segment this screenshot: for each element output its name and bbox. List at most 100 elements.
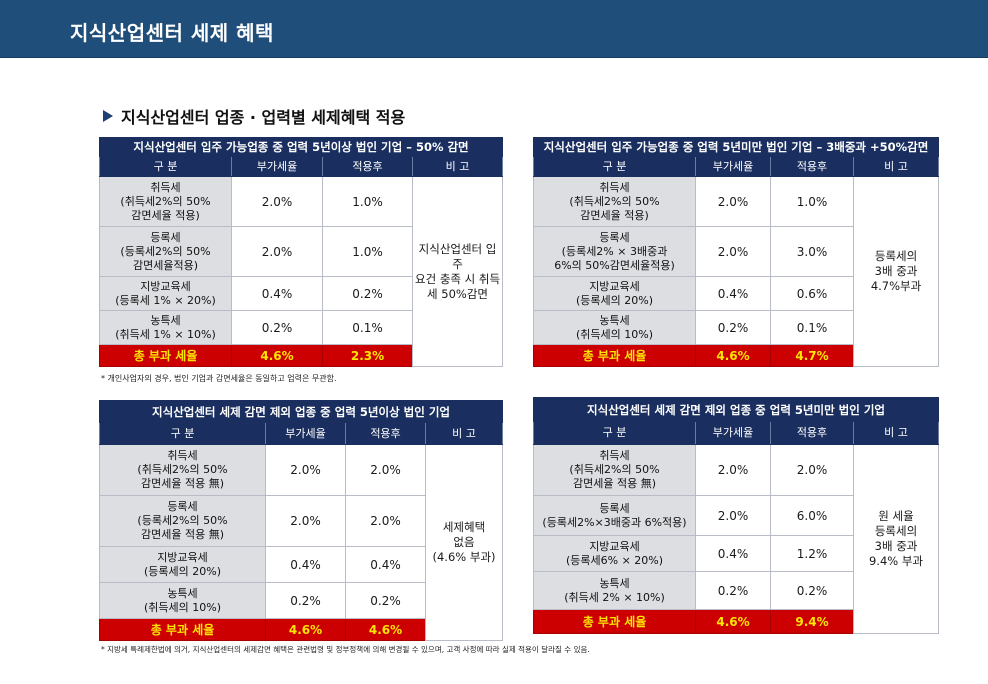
triangle-bullet-icon xyxy=(103,110,113,122)
rate-cell: 2.0% xyxy=(695,444,771,496)
rate-cell: 0.2% xyxy=(265,582,346,619)
after-cell: 0.2% xyxy=(770,571,854,610)
tax-table-top-right: 지식산업센터 입주 가능업종 중 업력 5년미만 법인 기업 – 3배중과 +5… xyxy=(532,137,940,367)
rate-cell: 2.0% xyxy=(695,495,771,536)
row-label: 농특세 (취득세 1% × 10%) xyxy=(99,310,232,345)
total-rate: 4.6% xyxy=(695,609,771,634)
header-bar: 지식산업센터 세제 혜택 xyxy=(0,0,988,58)
column-header-note: 비 고 xyxy=(424,422,504,445)
table-row: 농특세 (취득세 1% × 10%) 0.2% 0.1% xyxy=(99,310,503,345)
rate-cell: 0.4% xyxy=(695,276,771,311)
table-row: 취득세 (취득세2%의 50% 감면세율 적용 無) 2.0% 2.0% 원 세율 등… xyxy=(533,444,940,634)
section-title-text: 지식산업센터 업종 · 업력별 세제혜택 적용 xyxy=(121,108,406,127)
after-cell: 0.6% xyxy=(770,276,854,311)
rate-cell: 0.2% xyxy=(695,310,771,345)
rate-cell: 0.2% xyxy=(695,571,771,610)
column-header-category: 구 분 xyxy=(99,156,232,177)
row-label: 농특세 (취득세의 10%) xyxy=(99,582,266,619)
after-cell: 2.0% xyxy=(345,444,426,496)
total-label: 총 부과 세율 xyxy=(533,609,696,634)
section-title: 지식산업센터 업종 · 업력별 세제혜택 적용 xyxy=(103,104,405,128)
row-label: 취득세 (취득세2%의 50% 감면세율 적용) xyxy=(99,176,232,227)
row-label: 취득세 (취득세2%의 50% 감면세율 적용) xyxy=(533,176,696,227)
column-header-rate: 부가세율 xyxy=(231,156,323,177)
rate-cell: 2.0% xyxy=(695,176,771,227)
column-header-after: 적용후 xyxy=(322,156,413,177)
rate-cell: 2.0% xyxy=(695,226,771,277)
table-row: 등록세 (등록세2%×3배중과 6%적용) 2.0% 6.0% xyxy=(533,495,939,536)
total-after: 4.6% xyxy=(345,618,426,641)
table-caption: 지식산업센터 세제 감면 제외 업종 중 업력 5년미만 법인 기업 xyxy=(532,397,940,422)
row-label: 농특세 (취득세의 10%) xyxy=(533,310,696,345)
total-label: 총 부과 세율 xyxy=(99,344,232,367)
table-row: 등록세 (등록세2%의 50% 감면세율 적용 無) 2.0% 2.0% xyxy=(99,495,503,547)
rate-cell: 0.2% xyxy=(231,310,323,345)
total-rate: 4.6% xyxy=(265,618,346,641)
rate-cell: 2.0% xyxy=(265,444,346,496)
row-label: 등록세 (등록세2%×3배중과 6%적용) xyxy=(533,495,696,536)
tax-table-bottom-right: 지식산업센터 세제 감면 제외 업종 중 업력 5년미만 법인 기업 구 분 부… xyxy=(532,397,940,634)
table-row: 등록세 (등록세2% × 3배중과 6%의 50%감면세율적용) 2.0% 3.0% xyxy=(533,226,939,277)
total-rate: 4.6% xyxy=(695,344,771,367)
after-cell: 1.0% xyxy=(770,176,854,227)
table-row: 농특세 (취득세 2% × 10%) 0.2% 0.2% xyxy=(533,571,939,610)
table-caption: 지식산업센터 입주 가능업종 중 업력 5년이상 법인 기업 – 50% 감면 xyxy=(98,137,504,157)
row-label: 농특세 (취득세 2% × 10%) xyxy=(533,571,696,610)
after-cell: 0.2% xyxy=(322,276,413,311)
row-label: 지방교육세 (등록세6% × 20%) xyxy=(533,535,696,572)
rate-cell: 0.4% xyxy=(265,546,346,583)
after-cell: 2.0% xyxy=(345,495,426,547)
rate-cell: 2.0% xyxy=(231,226,323,277)
after-cell: 0.4% xyxy=(345,546,426,583)
total-label: 총 부과 세율 xyxy=(533,344,696,367)
total-row: 총 부과 세율 4.6% 4.7% xyxy=(533,344,939,367)
rate-cell: 2.0% xyxy=(265,495,346,547)
column-header-rate: 부가세율 xyxy=(265,422,346,445)
after-cell: 3.0% xyxy=(770,226,854,277)
total-row: 총 부과 세율 4.6% 2.3% xyxy=(99,344,503,367)
total-after: 4.7% xyxy=(770,344,854,367)
row-label: 등록세 (등록세2%의 50% 감면세율적용) xyxy=(99,226,232,277)
table-row: 지방교육세 (등록세의 20%) 0.4% 0.4% xyxy=(99,546,503,583)
row-label: 취득세 (취득세2%의 50% 감면세율 적용 無) xyxy=(533,444,696,496)
rate-cell: 0.4% xyxy=(231,276,323,311)
note-cell: 지식산업센터 입주 요건 충족 시 취득 세 50%감면 xyxy=(411,176,504,367)
tax-table-bottom-left: 지식산업센터 세제 감면 제외 업종 중 업력 5년이상 법인 기업 구 분 부… xyxy=(98,400,504,641)
table-row: 농특세 (취득세의 10%) 0.2% 0.1% xyxy=(533,310,939,345)
row-label: 지방교육세 (등록세 1% × 20%) xyxy=(99,276,232,311)
table-caption: 지식산업센터 입주 가능업종 중 업력 5년미만 법인 기업 – 3배중과 +5… xyxy=(532,137,940,157)
total-row: 총 부과 세율 4.6% 9.4% xyxy=(533,609,939,634)
after-cell: 0.1% xyxy=(322,310,413,345)
note-cell: 세제혜택 없음 (4.6% 부과) xyxy=(424,444,504,641)
after-cell: 6.0% xyxy=(770,495,854,536)
table-row: 취득세 (취득세2%의 50% 감면세율 적용) 2.0% 1.0% 등록세의 3배 … xyxy=(533,176,940,367)
total-label: 총 부과 세율 xyxy=(99,618,266,641)
column-header-rate: 부가세율 xyxy=(695,421,771,445)
after-cell: 0.2% xyxy=(345,582,426,619)
row-label: 등록세 (등록세2%의 50% 감면세율 적용 無) xyxy=(99,495,266,547)
total-after: 9.4% xyxy=(770,609,854,634)
after-cell: 0.1% xyxy=(770,310,854,345)
row-label: 등록세 (등록세2% × 3배중과 6%의 50%감면세율적용) xyxy=(533,226,696,277)
row-label: 지방교육세 (등록세의 20%) xyxy=(99,546,266,583)
column-header-note: 비 고 xyxy=(852,156,940,177)
page-title: 지식산업센터 세제 혜택 xyxy=(70,21,274,45)
table-caption: 지식산업센터 세제 감면 제외 업종 중 업력 5년이상 법인 기업 xyxy=(98,400,504,423)
column-header-category: 구 분 xyxy=(99,422,266,445)
total-after: 2.3% xyxy=(322,344,413,367)
after-cell: 1.2% xyxy=(770,535,854,572)
footnote-sole-proprietor: * 개인사업자의 경우, 법인 기업과 감면세율은 동일하고 업력은 무관함. xyxy=(101,374,337,383)
row-label: 지방교육세 (등록세의 20%) xyxy=(533,276,696,311)
total-rate: 4.6% xyxy=(231,344,323,367)
column-header-after: 적용후 xyxy=(345,422,426,445)
after-cell: 1.0% xyxy=(322,176,413,227)
column-header-after: 적용후 xyxy=(770,156,854,177)
column-header-note: 비 고 xyxy=(852,421,940,445)
total-row: 총 부과 세율 4.6% 4.6% xyxy=(99,618,503,641)
column-header-rate: 부가세율 xyxy=(695,156,771,177)
column-header-category: 구 분 xyxy=(533,156,696,177)
tax-table-top-left: 지식산업센터 입주 가능업종 중 업력 5년이상 법인 기업 – 50% 감면 … xyxy=(98,137,504,367)
column-header-after: 적용후 xyxy=(770,421,854,445)
after-cell: 1.0% xyxy=(322,226,413,277)
note-cell: 등록세의 3배 중과 4.7%부과 xyxy=(852,176,940,367)
